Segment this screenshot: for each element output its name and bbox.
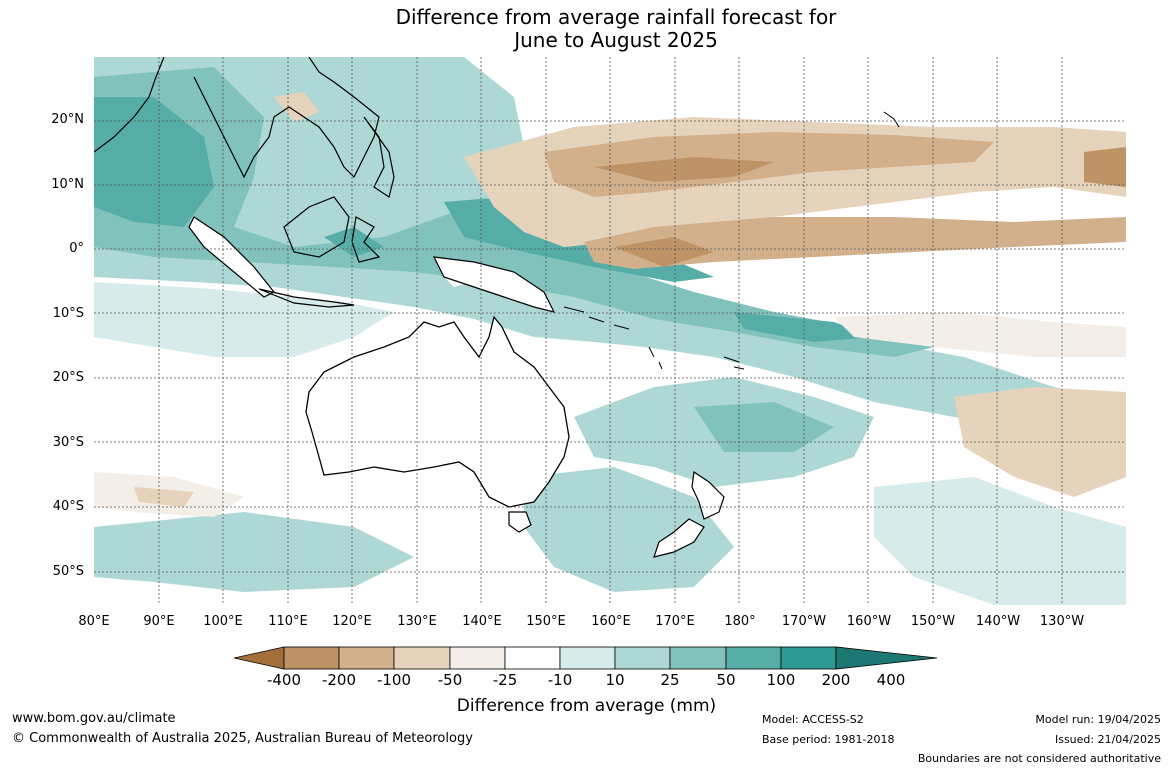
colorbar-tick-label: 100 (766, 671, 796, 689)
wet-band-strong (94, 97, 874, 342)
lon-label-170w: 170°W (781, 614, 827, 629)
dry-band-strong (594, 147, 1126, 187)
lat-label-10s: 10°S (52, 306, 84, 321)
lon-label-120e: 120°E (332, 614, 372, 629)
lon-label-180: 180° (724, 614, 756, 629)
wet-indian-ocean (94, 282, 394, 357)
lat-label-50s: 50°S (52, 564, 84, 579)
lon-label-160e: 160°E (591, 614, 631, 629)
lon-label-110e: 110°E (268, 614, 308, 629)
lon-label-140e: 140°E (462, 614, 502, 629)
lon-label-100e: 100°E (203, 614, 243, 629)
colorbar (234, 646, 938, 670)
colorbar-tick-label: 25 (660, 671, 680, 689)
footer-boundaries-note: Boundaries are not considered authoritat… (917, 752, 1161, 765)
colorbar-segment (449, 646, 506, 670)
coast-java (258, 288, 355, 308)
colorbar-tick-label: -25 (492, 671, 518, 689)
footer-model-run: Model run: 19/04/2025 (1035, 713, 1161, 726)
colorbar-tick-label: -100 (376, 671, 412, 689)
footer-copyright: © Commonwealth of Australia 2025, Austra… (12, 731, 473, 746)
rainfall-map (94, 57, 1126, 605)
wet-southern-3 (874, 477, 1126, 605)
lon-label-140w: 140°W (975, 614, 1021, 629)
lon-label-90e: 90°E (143, 614, 175, 629)
lat-label-40s: 40°S (52, 499, 84, 514)
colorbar-segment (559, 646, 616, 670)
land-new-zealand-south (653, 518, 705, 558)
coast-asia (94, 57, 380, 179)
dry-asia (274, 92, 319, 122)
coast-solomon (563, 306, 630, 330)
footer-model: Model: ACCESS-S2 (762, 713, 864, 726)
colorbar-segment (393, 646, 451, 670)
colorbar-tick-label: 50 (716, 671, 736, 689)
dry-indian-south-2 (134, 487, 194, 507)
lon-label-150e: 150°E (526, 614, 566, 629)
lon-label-130e: 130°E (397, 614, 437, 629)
colorbar-tick-label: -200 (321, 671, 357, 689)
coast-philippines (363, 116, 395, 198)
footer-base-period: Base period: 1981-2018 (762, 733, 895, 746)
lat-label-0: 0° (69, 241, 84, 256)
coast-vanuatu (648, 346, 663, 370)
land-sumatra (188, 216, 275, 298)
footer-issued: Issued: 21/04/2025 (1054, 733, 1161, 746)
colorbar-segment (504, 646, 561, 670)
lat-label-20n: 20°N (51, 112, 84, 127)
colorbar-dry-arrow (234, 646, 285, 670)
title-line-2: June to August 2025 (514, 28, 718, 52)
colorbar-tick-label: -400 (266, 671, 302, 689)
colorbar-title: Difference from average (mm) (456, 696, 717, 716)
colorbar-tick-label: 200 (821, 671, 851, 689)
footer-url: www.bom.gov.au/climate (12, 711, 176, 726)
dry-equatorial-strong (614, 237, 714, 267)
land-tasmania (508, 511, 532, 533)
lon-label-80e: 80°E (78, 614, 110, 629)
colorbar-segment (614, 646, 671, 670)
map-gridlines (94, 57, 1126, 605)
dry-south-pacific-light (834, 312, 1126, 357)
colorbar-tick-label: -10 (547, 671, 573, 689)
lat-label-30s: 30°S (52, 435, 84, 450)
colorbar-segment (669, 646, 727, 670)
dry-equatorial (584, 217, 1126, 269)
colorbar-segment (725, 646, 782, 670)
colorbar-wet-arrow (835, 646, 938, 670)
wet-tasman-inner (694, 402, 834, 452)
lat-label-20s: 20°S (52, 370, 84, 385)
colorbar-segment (338, 646, 395, 670)
lat-label-10n: 10°N (51, 177, 84, 192)
colorbar-tick-label: 10 (605, 671, 625, 689)
land-australia (305, 315, 570, 508)
lon-label-150w: 150°W (910, 614, 956, 629)
colorbar-tick-label: 400 (876, 671, 906, 689)
land-new-guinea (432, 256, 556, 313)
wet-southern-2 (524, 467, 734, 592)
colorbar-segment (780, 646, 837, 670)
colorbar-tick-label: -50 (437, 671, 463, 689)
lon-label-130w: 130°W (1039, 614, 1085, 629)
colorbar-segment (283, 646, 340, 670)
coast-fiji (723, 356, 745, 370)
lon-label-170e: 170°E (655, 614, 695, 629)
coast-hawaii (883, 111, 900, 128)
lon-label-160w: 160°W (846, 614, 892, 629)
coast-borneo (283, 196, 350, 258)
title-line-1: Difference from average rainfall forecas… (395, 5, 837, 29)
